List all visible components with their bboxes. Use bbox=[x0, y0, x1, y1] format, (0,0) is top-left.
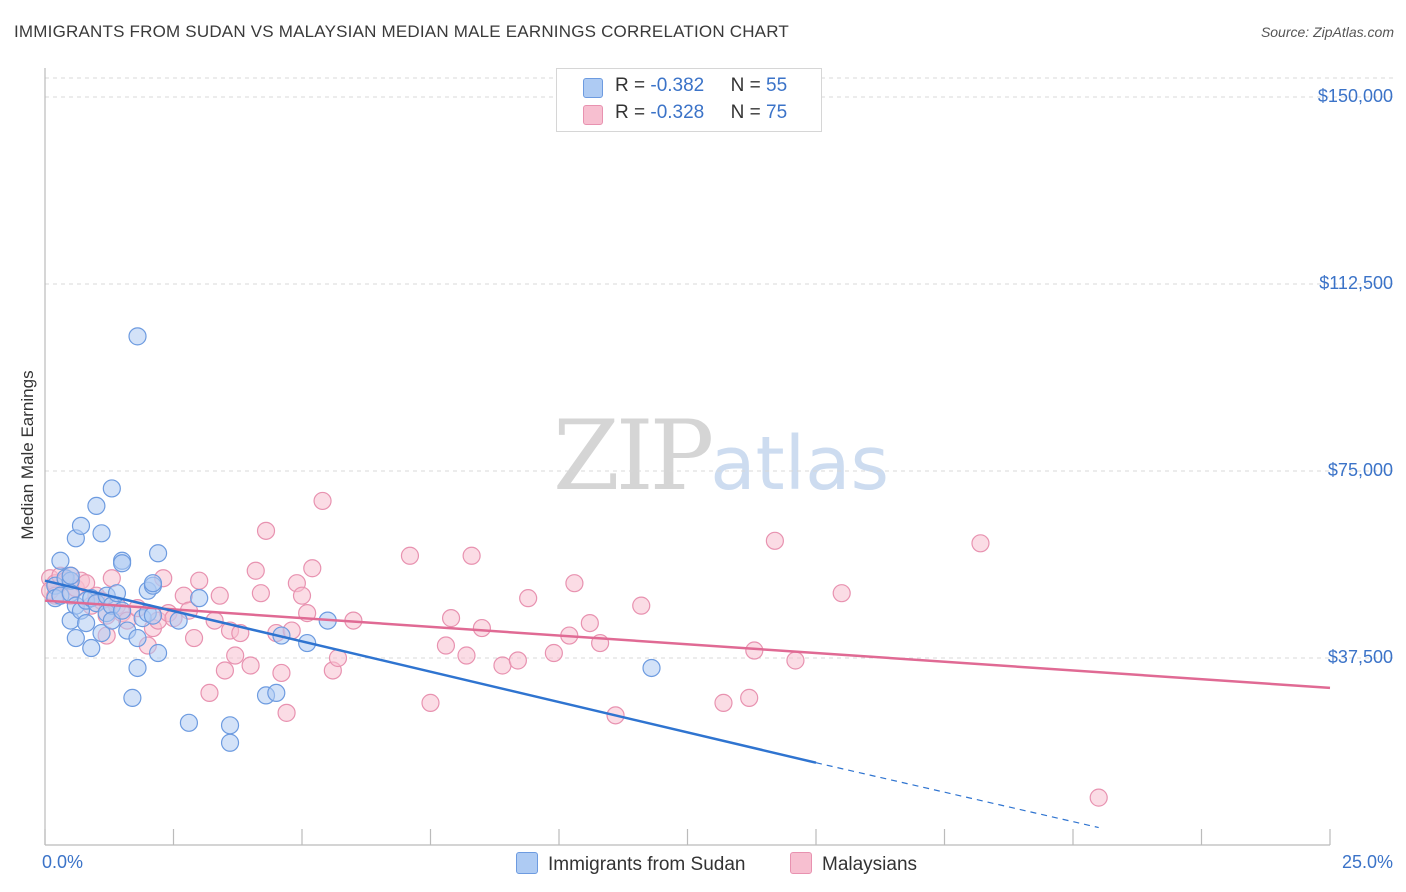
watermark-zip: ZIP bbox=[553, 400, 714, 512]
malaysians-point bbox=[457, 646, 476, 665]
malaysians-point bbox=[472, 618, 491, 638]
chart-title: IMMIGRANTS FROM SUDAN VS MALAYSIAN MEDIA… bbox=[14, 22, 789, 41]
sudan-point bbox=[220, 733, 240, 752]
malaysians-point bbox=[436, 636, 456, 655]
malaysians-point bbox=[226, 646, 245, 665]
sudan-point bbox=[102, 479, 121, 498]
malaysians-point bbox=[215, 661, 234, 680]
sudan-point bbox=[92, 524, 111, 543]
sudan-points bbox=[46, 327, 661, 752]
x-tick-label-max: 25.0% bbox=[1341, 852, 1393, 872]
sudan-point bbox=[642, 658, 661, 678]
legend-swatch-malaysians bbox=[583, 105, 603, 125]
sudan-point bbox=[148, 544, 168, 563]
malaysians-point bbox=[184, 628, 204, 648]
sudan-point bbox=[148, 643, 168, 663]
sudan-point bbox=[267, 683, 286, 703]
legend-text-sudan: R = -0.382 N = 55 bbox=[615, 75, 788, 96]
bottom-legend-swatch-malaysians bbox=[790, 852, 812, 874]
watermark-atlas: atlas bbox=[710, 421, 890, 507]
malaysians-point bbox=[745, 641, 764, 660]
malaysians-r-value: -0.328 bbox=[650, 102, 705, 123]
sudan-point bbox=[87, 496, 106, 516]
sudan-point bbox=[220, 716, 240, 735]
sudan-trend-line-extension bbox=[815, 762, 1099, 829]
sudan-point bbox=[92, 623, 111, 643]
sudan-point bbox=[82, 638, 101, 658]
trend-lines bbox=[44, 579, 1331, 829]
malaysians-point bbox=[565, 574, 584, 593]
sudan-point bbox=[128, 327, 147, 346]
malaysians-point bbox=[1089, 788, 1108, 807]
malaysians-point bbox=[519, 589, 538, 608]
bottom-legend-malaysians: Malaysians bbox=[790, 852, 917, 876]
sudan-point bbox=[128, 628, 147, 648]
malaysians-point bbox=[251, 584, 270, 603]
malaysians-point bbox=[246, 561, 265, 580]
sudan-point bbox=[143, 606, 163, 625]
sudan-n-value: 55 bbox=[766, 75, 788, 96]
source-label: Source: ZipAtlas.com bbox=[1260, 24, 1394, 40]
sudan-trend-line bbox=[44, 579, 817, 764]
y-tick-label-3: $150,000 bbox=[1317, 86, 1393, 106]
legend-text-malaysians: R = -0.328 N = 75 bbox=[615, 102, 788, 123]
malaysians-point bbox=[277, 703, 296, 722]
malaysians-point bbox=[400, 546, 420, 565]
malaysians-point bbox=[441, 609, 461, 628]
y-tick-label-0: $37,500 bbox=[1327, 647, 1393, 667]
malaysians-trend-line bbox=[44, 599, 1331, 690]
malaysians-point bbox=[493, 656, 512, 675]
malaysians-point bbox=[971, 534, 990, 553]
sudan-point bbox=[128, 658, 147, 678]
sudan-point bbox=[77, 613, 96, 633]
malaysians-point bbox=[714, 693, 733, 712]
malaysians-point bbox=[580, 613, 599, 633]
malaysians-point bbox=[292, 586, 312, 605]
sudan-point bbox=[66, 628, 85, 648]
malaysians-point bbox=[544, 643, 563, 663]
correlation-legend: R = -0.382 N = 55 R = -0.328 N = 75 bbox=[556, 68, 822, 132]
malaysians-point bbox=[740, 688, 759, 707]
bottom-legend-swatch-sudan bbox=[516, 852, 538, 874]
sudan-point bbox=[71, 516, 91, 535]
malaysians-point bbox=[272, 663, 291, 683]
malaysians-point bbox=[786, 651, 805, 670]
sudan-point bbox=[123, 688, 142, 707]
y-axis-label: Median Male Earnings bbox=[18, 370, 37, 540]
malaysians-point bbox=[190, 571, 209, 590]
y-tick-label-1: $75,000 bbox=[1327, 460, 1393, 480]
malaysians-point bbox=[313, 491, 332, 511]
y-tick-label-2: $112,500 bbox=[1319, 273, 1393, 293]
bottom-legend-label-malaysians: Malaysians bbox=[822, 854, 918, 875]
malaysians-point bbox=[765, 531, 784, 550]
sudan-point bbox=[51, 551, 70, 570]
malaysians-point bbox=[632, 596, 651, 615]
sudan-r-value: -0.382 bbox=[650, 75, 705, 96]
watermark: ZIPatlas bbox=[553, 400, 889, 512]
bottom-legend-sudan: Immigrants from Sudan bbox=[516, 852, 745, 876]
malaysians-point bbox=[200, 683, 219, 703]
sudan-point bbox=[179, 713, 199, 732]
malaysians-point bbox=[421, 693, 440, 712]
sudan-point bbox=[190, 589, 209, 608]
sudan-point bbox=[61, 566, 80, 585]
x-tick-label-min: 0.0% bbox=[42, 852, 84, 872]
malaysians-point bbox=[210, 586, 229, 605]
sudan-point bbox=[112, 554, 132, 573]
malaysians-point bbox=[832, 584, 851, 603]
legend-swatch-sudan bbox=[583, 78, 603, 98]
malaysians-points bbox=[41, 491, 1108, 807]
malaysians-point bbox=[241, 656, 260, 675]
malaysians-point bbox=[303, 559, 322, 578]
malaysians-n-value: 75 bbox=[766, 102, 788, 123]
malaysians-point bbox=[508, 651, 527, 670]
malaysians-point bbox=[256, 521, 276, 540]
bottom-legend-label-sudan: Immigrants from Sudan bbox=[548, 854, 746, 875]
sudan-point bbox=[143, 574, 163, 593]
malaysians-point bbox=[462, 546, 481, 565]
axes bbox=[44, 68, 1331, 846]
